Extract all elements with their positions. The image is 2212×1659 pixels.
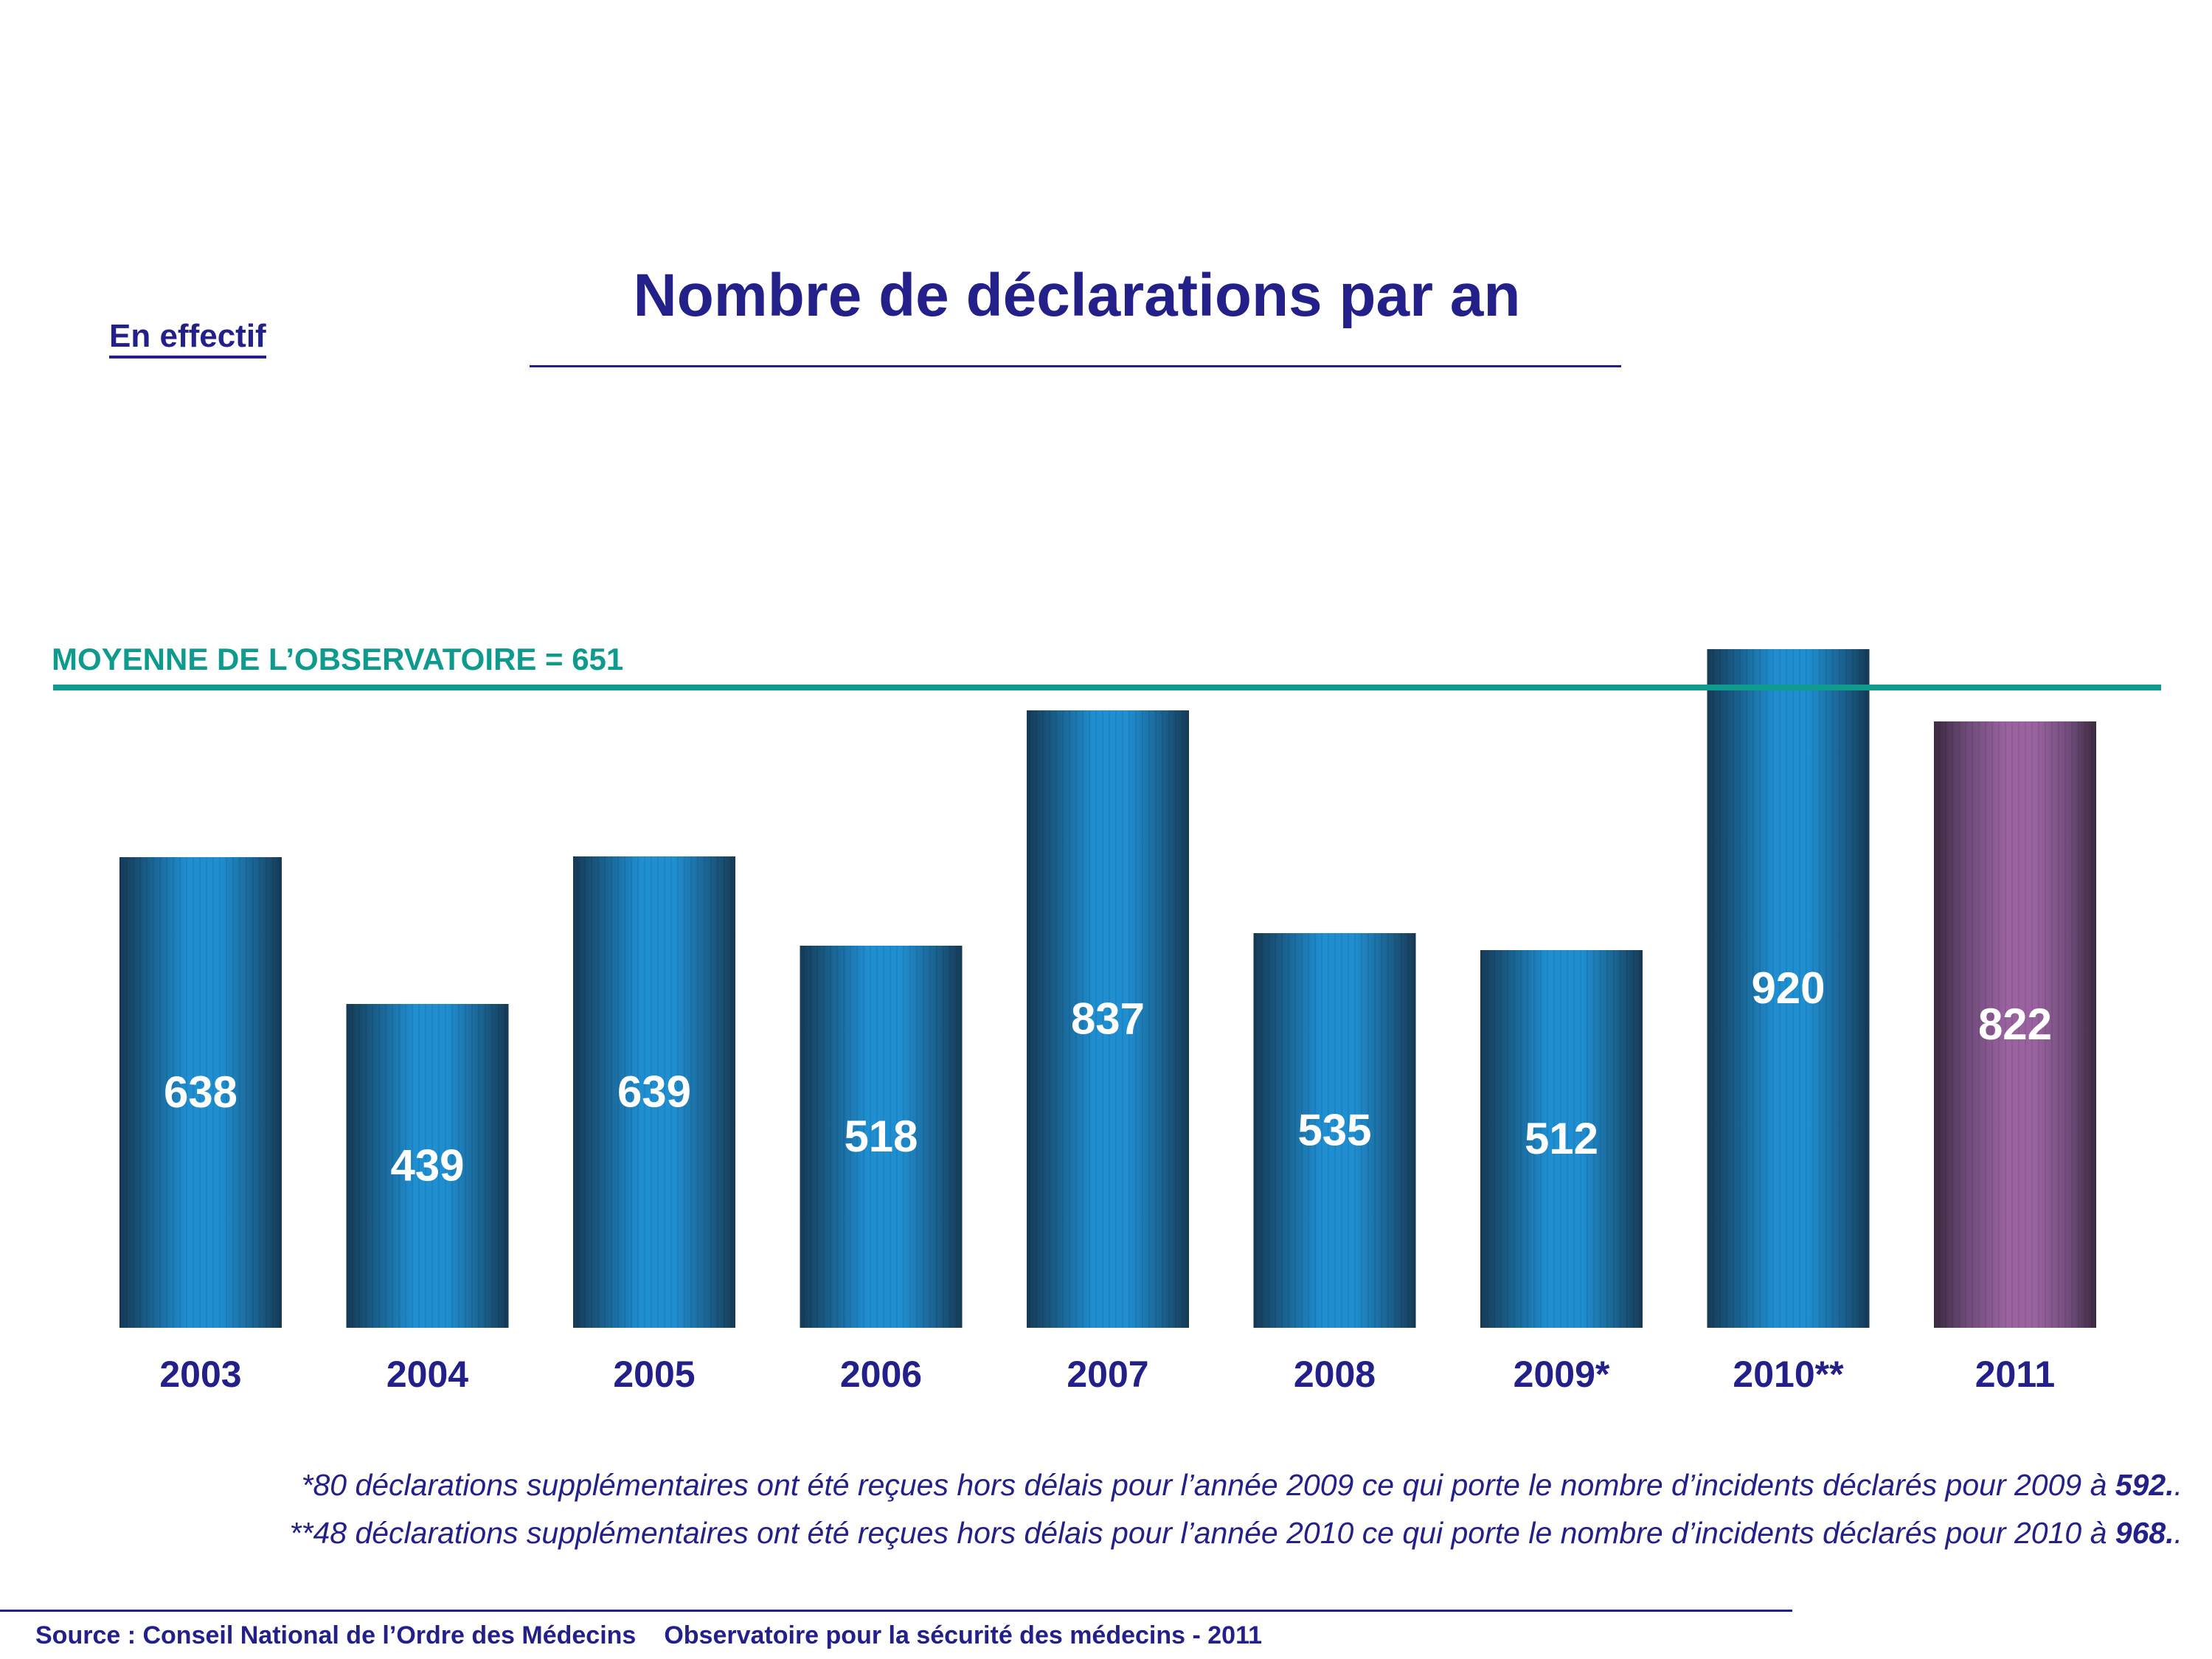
category-label-2004: 2004 bbox=[386, 1354, 468, 1395]
category-label-2007: 2007 bbox=[1067, 1354, 1148, 1395]
value-label-2008: 535 bbox=[1297, 1106, 1371, 1155]
bar-texture-2007 bbox=[1027, 710, 1189, 1328]
category-label-2008: 2008 bbox=[1294, 1354, 1376, 1395]
footnote-2009: *80 déclarations supplémentaires ont été… bbox=[301, 1468, 2183, 1502]
average-reference-label: MOYENNE DE L’OBSERVATOIRE = 651 bbox=[52, 642, 623, 676]
category-label-2006: 2006 bbox=[840, 1354, 922, 1395]
bar-texture-2003 bbox=[119, 857, 282, 1328]
footnote-2010-value: 968. bbox=[2115, 1516, 2174, 1550]
footnote-2009-value: 592. bbox=[2115, 1468, 2174, 1502]
unit-label: En effectif bbox=[109, 318, 266, 359]
bar-texture-2010 bbox=[1707, 649, 1870, 1328]
value-label-2006: 518 bbox=[844, 1112, 918, 1161]
footnote-2010-text: **48 déclarations supplémentaires ont ét… bbox=[289, 1516, 2115, 1550]
value-label-2010: 920 bbox=[1751, 963, 1825, 1013]
category-label-2003: 2003 bbox=[159, 1354, 241, 1395]
title-underline bbox=[530, 365, 1621, 367]
bar-texture-2004 bbox=[346, 1004, 509, 1328]
category-label-2010: 2010** bbox=[1733, 1354, 1844, 1395]
footer-source: Source : Conseil National de l’Ordre des… bbox=[35, 1621, 637, 1649]
footnote-2009-text: *80 déclarations supplémentaires ont été… bbox=[301, 1468, 2115, 1502]
value-label-2007: 837 bbox=[1071, 994, 1145, 1044]
bar-texture-2006 bbox=[800, 946, 963, 1328]
category-label-2005: 2005 bbox=[613, 1354, 695, 1395]
value-label-2005: 639 bbox=[617, 1067, 691, 1117]
footer: Source : Conseil National de l’Ordre des… bbox=[35, 1623, 1262, 1648]
value-label-2003: 638 bbox=[164, 1067, 238, 1117]
bar-texture-2011 bbox=[1934, 721, 2096, 1328]
footnote-2009-tail: . bbox=[2174, 1468, 2182, 1502]
value-label-2009: 512 bbox=[1525, 1114, 1598, 1163]
footnote-2010-tail: . bbox=[2174, 1516, 2182, 1550]
footnote-2010: **48 déclarations supplémentaires ont ét… bbox=[289, 1516, 2182, 1550]
footer-divider bbox=[0, 1610, 1792, 1612]
bar-texture-2008 bbox=[1253, 933, 1416, 1328]
value-label-2004: 439 bbox=[390, 1141, 464, 1191]
category-label-2009: 2009* bbox=[1514, 1354, 1610, 1395]
chart-title: Nombre de déclarations par an bbox=[633, 262, 1521, 329]
bar-texture-2005 bbox=[573, 856, 735, 1328]
bar-texture-2009 bbox=[1480, 950, 1643, 1328]
category-label-2011: 2011 bbox=[1975, 1354, 2055, 1395]
footer-observatory: Observatoire pour la sécurité des médeci… bbox=[664, 1621, 1263, 1649]
value-label-2011: 822 bbox=[1978, 1000, 2052, 1049]
